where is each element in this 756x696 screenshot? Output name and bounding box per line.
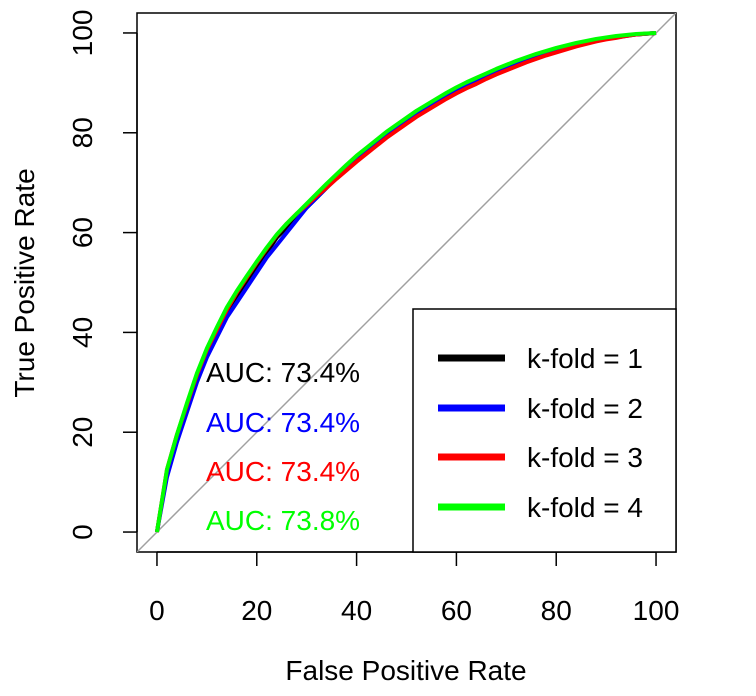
x-tick-label: 0	[149, 595, 165, 626]
roc-line-kfold-4	[154, 30, 657, 533]
y-tick-label: 100	[67, 10, 98, 57]
auc-label-kfold-4: AUC: 73.8%	[206, 505, 360, 536]
series-layer	[154, 30, 657, 533]
legend-label-kfold-4: k-fold = 4	[527, 492, 643, 523]
legend-label-kfold-3: k-fold = 3	[527, 442, 643, 473]
auc-label-kfold-3: AUC: 73.4%	[206, 456, 360, 487]
legend-label-kfold-1: k-fold = 1	[527, 343, 643, 374]
legend-label-kfold-2: k-fold = 2	[527, 393, 643, 424]
auc-label-kfold-1: AUC: 73.4%	[206, 357, 360, 388]
x-tick-label: 100	[633, 595, 680, 626]
diagonal-reference-line	[137, 13, 676, 552]
legend-box	[412, 308, 677, 553]
auc-label-kfold-2: AUC: 73.4%	[206, 407, 360, 438]
y-tick-label: 60	[67, 217, 98, 248]
x-tick-label: 20	[241, 595, 272, 626]
x-tick-label: 80	[541, 595, 572, 626]
auc-labels: AUC: 73.4% AUC: 73.4% AUC: 73.4% AUC: 73…	[206, 357, 360, 536]
x-tick-label: 40	[341, 595, 372, 626]
y-axis-title: True Positive Rate	[9, 168, 40, 397]
y-tick-label: 80	[67, 117, 98, 148]
legend: k-fold = 1 k-fold = 2 k-fold = 3 k-fold …	[412, 308, 677, 553]
y-tick-label: 20	[67, 417, 98, 448]
x-tick-label: 60	[441, 595, 472, 626]
y-axis: 0 20 40 60 80 100	[67, 10, 138, 540]
x-axis-title: False Positive Rate	[285, 655, 526, 686]
y-tick-label: 0	[67, 524, 98, 540]
y-tick-label: 40	[67, 317, 98, 348]
